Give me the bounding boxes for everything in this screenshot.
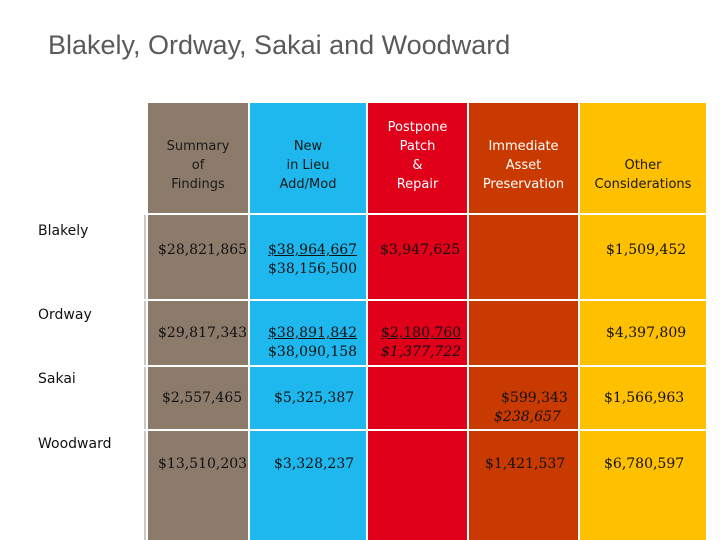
row-label-blakely: Blakely [38, 223, 89, 239]
cell-ordway-postpone-a: $2,180,760 [381, 325, 462, 341]
other-column [580, 103, 706, 540]
header-immediate: Immediate Asset Preservation [482, 139, 565, 192]
cell-sakai-other: $1,566,963 [604, 390, 685, 406]
row-label-ordway: Ordway [38, 307, 92, 323]
postpone-column [368, 103, 467, 540]
cell-blakely-summary: $28,821,865 [158, 242, 248, 258]
summary-column [148, 103, 248, 540]
header-summary: Summary of Findings [166, 139, 230, 192]
cell-sakai-immediate-a: $599,343 [501, 390, 568, 406]
cell-woodward-summary: $13,510,203 [158, 456, 248, 472]
immediate-column [469, 103, 578, 540]
cell-ordway-other: $4,397,809 [606, 325, 687, 341]
row-label-box-woodward [20, 431, 146, 540]
row-label-box-blakely [20, 215, 146, 299]
row-divider [20, 365, 706, 367]
header-new-in-lieu: New in Lieu Add/Mod [279, 139, 337, 192]
cell-blakely-other: $1,509,452 [606, 242, 687, 258]
row-label-box-sakai [20, 367, 146, 429]
row-label-woodward: Woodward [38, 436, 112, 452]
cell-woodward-immediate: $1,421,537 [485, 456, 566, 472]
cell-blakely-new-a: $38,964,667 [268, 242, 358, 258]
new-in-lieu-column [250, 103, 366, 540]
row-label-box-ordway [20, 301, 146, 365]
header-postpone: Postpone Patch & Repair [387, 120, 448, 192]
page-title: Blakely, Ordway, Sakai and Woodward [48, 30, 511, 60]
cell-sakai-new: $5,325,387 [274, 390, 355, 406]
header-other: Other Considerations [594, 158, 692, 192]
row-divider [20, 429, 706, 431]
row-divider [20, 299, 706, 301]
cell-ordway-summary: $29,817,343 [158, 325, 248, 341]
cell-blakely-new-b: $38,156,500 [268, 261, 358, 277]
row-label-sakai: Sakai [38, 371, 76, 387]
cell-sakai-summary: $2,557,465 [162, 390, 243, 406]
cell-woodward-other: $6,780,597 [604, 456, 685, 472]
cell-ordway-new-b: $38,090,158 [268, 344, 358, 360]
cell-blakely-postpone: $3,947,625 [380, 242, 461, 258]
row-divider [20, 213, 706, 215]
cell-ordway-postpone-b: $1,377,722 [381, 344, 462, 360]
cell-woodward-new: $3,328,237 [274, 456, 355, 472]
cell-sakai-immediate-b: $238,657 [494, 409, 561, 425]
cell-ordway-new-a: $38,891,842 [268, 325, 358, 341]
